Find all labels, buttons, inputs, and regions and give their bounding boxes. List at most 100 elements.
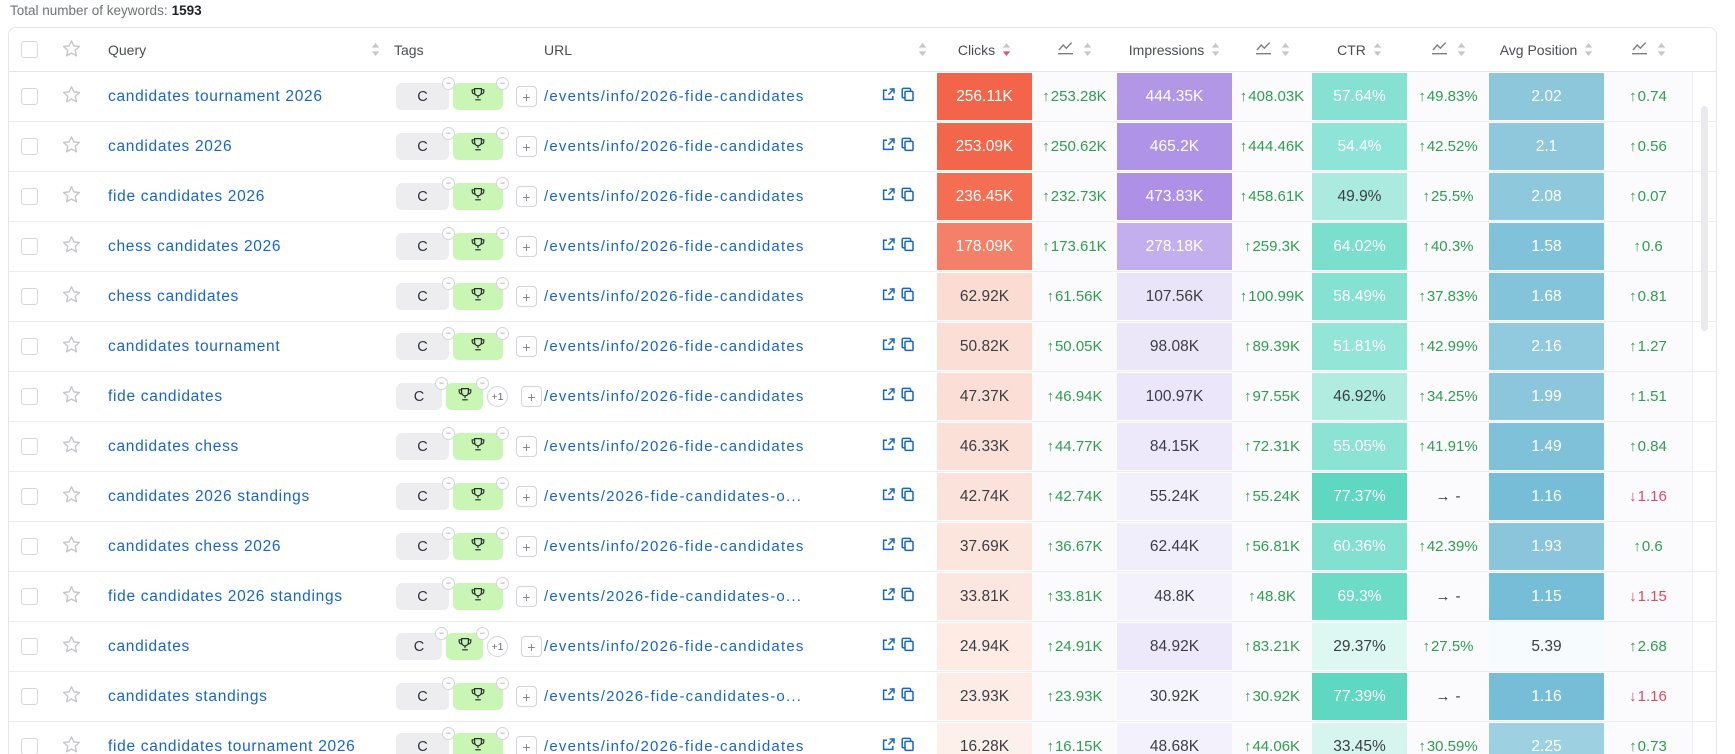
copy-url-icon[interactable] [901, 387, 915, 407]
add-tag-button[interactable]: + [516, 536, 537, 557]
add-tag-button[interactable]: + [516, 586, 537, 607]
tag-pill-c[interactable]: C − [396, 377, 448, 410]
copy-url-icon[interactable] [901, 587, 915, 607]
favorite-star-icon[interactable] [61, 634, 82, 660]
remove-tag-icon[interactable]: − [496, 327, 509, 340]
row-checkbox[interactable] [20, 188, 38, 205]
tag-pill-trophy[interactable]: − [453, 127, 509, 160]
sort-avg-position-change[interactable] [1657, 42, 1666, 57]
copy-url-icon[interactable] [901, 287, 915, 307]
tag-pill-c[interactable]: C − [396, 327, 455, 360]
query-link[interactable]: candidates standings [108, 687, 268, 705]
external-link-icon[interactable] [881, 737, 896, 754]
query-link[interactable]: candidates [108, 637, 190, 655]
url-link[interactable]: /events/info/2026-fide-candidates [544, 338, 805, 355]
tag-pill-trophy[interactable]: − [453, 277, 509, 310]
url-link[interactable]: /events/info/2026-fide-candidates [544, 438, 805, 455]
query-link[interactable]: fide candidates [108, 387, 223, 405]
favorite-star-icon[interactable] [61, 534, 82, 560]
copy-url-icon[interactable] [901, 537, 915, 557]
tag-pill-trophy[interactable]: − [453, 577, 509, 610]
query-link[interactable]: candidates tournament 2026 [108, 87, 323, 105]
sort-impressions-change[interactable] [1281, 42, 1290, 57]
tag-pill-c[interactable]: C − [396, 577, 455, 610]
tag-pill-c[interactable]: C − [396, 227, 455, 260]
remove-tag-icon[interactable]: − [496, 77, 509, 90]
tag-pill-c[interactable]: C − [396, 277, 455, 310]
favorite-star-icon[interactable] [61, 134, 82, 160]
favorite-star-icon[interactable] [61, 484, 82, 510]
tag-pill-c[interactable]: C − [396, 127, 455, 160]
tag-pill-trophy[interactable]: − [446, 377, 489, 410]
tag-pill-trophy[interactable]: − [453, 727, 509, 754]
remove-tag-icon[interactable]: − [496, 427, 509, 440]
tag-pill-trophy[interactable]: − [453, 477, 509, 510]
sort-url[interactable] [918, 42, 927, 57]
query-link[interactable]: chess candidates 2026 [108, 237, 282, 255]
favorite-star-icon[interactable] [61, 284, 82, 310]
favorite-star-icon[interactable] [61, 184, 82, 210]
tag-pill-c[interactable]: C − [396, 177, 455, 210]
url-link[interactable]: /events/info/2026-fide-candidates [544, 238, 805, 255]
remove-tag-icon[interactable]: − [442, 227, 455, 240]
sort-impressions[interactable] [1211, 42, 1220, 57]
add-tag-button[interactable]: + [516, 336, 537, 357]
row-checkbox[interactable] [20, 238, 38, 255]
url-link[interactable]: /events/2026-fide-candidates-o... [544, 588, 803, 605]
url-link[interactable]: /events/info/2026-fide-candidates [544, 538, 805, 555]
query-link[interactable]: fide candidates tournament 2026 [108, 737, 356, 754]
add-tag-button[interactable]: + [521, 386, 542, 407]
tag-pill-trophy[interactable]: − [453, 427, 509, 460]
external-link-icon[interactable] [881, 87, 896, 107]
row-checkbox[interactable] [20, 88, 38, 105]
sort-ctr-change[interactable] [1457, 42, 1466, 57]
tag-pill-c[interactable]: C − [396, 77, 455, 110]
tag-pill-trophy[interactable]: − [453, 327, 509, 360]
tag-pill-c[interactable]: C − [396, 477, 455, 510]
sort-ctr[interactable] [1373, 42, 1382, 57]
query-link[interactable]: fide candidates 2026 standings [108, 587, 343, 605]
favorite-star-icon[interactable] [61, 384, 82, 410]
row-checkbox[interactable] [20, 438, 38, 455]
url-link[interactable]: /events/info/2026-fide-candidates [544, 638, 805, 655]
sort-clicks-change[interactable] [1083, 42, 1092, 57]
tag-pill-c[interactable]: C − [396, 677, 455, 710]
remove-tag-icon[interactable]: − [496, 277, 509, 290]
query-link[interactable]: candidates tournament [108, 337, 281, 355]
sort-query[interactable] [371, 42, 380, 57]
url-link[interactable]: /events/2026-fide-candidates-o... [544, 688, 803, 705]
row-checkbox[interactable] [20, 488, 38, 505]
add-tag-button[interactable]: + [516, 486, 537, 507]
favorite-star-icon[interactable] [61, 84, 82, 110]
url-link[interactable]: /events/info/2026-fide-candidates [544, 388, 805, 405]
tag-extra-count[interactable]: +1 [487, 636, 508, 657]
favorite-star-icon[interactable] [61, 584, 82, 610]
add-tag-button[interactable]: + [516, 236, 537, 257]
url-link[interactable]: /events/info/2026-fide-candidates [544, 88, 805, 105]
remove-tag-icon[interactable]: − [435, 377, 448, 390]
sort-avg-position[interactable] [1584, 42, 1593, 57]
remove-tag-icon[interactable]: − [496, 577, 509, 590]
tag-pill-c[interactable]: C − [396, 727, 455, 754]
row-checkbox[interactable] [20, 638, 38, 655]
add-tag-button[interactable]: + [516, 286, 537, 307]
url-link[interactable]: /events/info/2026-fide-candidates [544, 188, 805, 205]
remove-tag-icon[interactable]: − [476, 377, 489, 390]
copy-url-icon[interactable] [901, 737, 915, 754]
copy-url-icon[interactable] [901, 637, 915, 657]
tag-pill-c[interactable]: C − [396, 527, 455, 560]
add-tag-button[interactable]: + [516, 736, 537, 754]
query-link[interactable]: candidates chess 2026 [108, 537, 282, 555]
row-checkbox[interactable] [20, 688, 38, 705]
tag-pill-trophy[interactable]: − [453, 177, 509, 210]
row-checkbox[interactable] [20, 138, 38, 155]
add-tag-button[interactable]: + [516, 436, 537, 457]
row-checkbox[interactable] [20, 738, 38, 754]
copy-url-icon[interactable] [901, 87, 915, 107]
favorite-star-icon[interactable] [61, 734, 82, 754]
tag-pill-trophy[interactable]: − [453, 677, 509, 710]
external-link-icon[interactable] [881, 687, 896, 707]
tag-pill-trophy[interactable]: − [446, 627, 489, 660]
url-link[interactable]: /events/2026-fide-candidates-o... [544, 488, 803, 505]
select-all-checkbox[interactable] [20, 41, 38, 58]
